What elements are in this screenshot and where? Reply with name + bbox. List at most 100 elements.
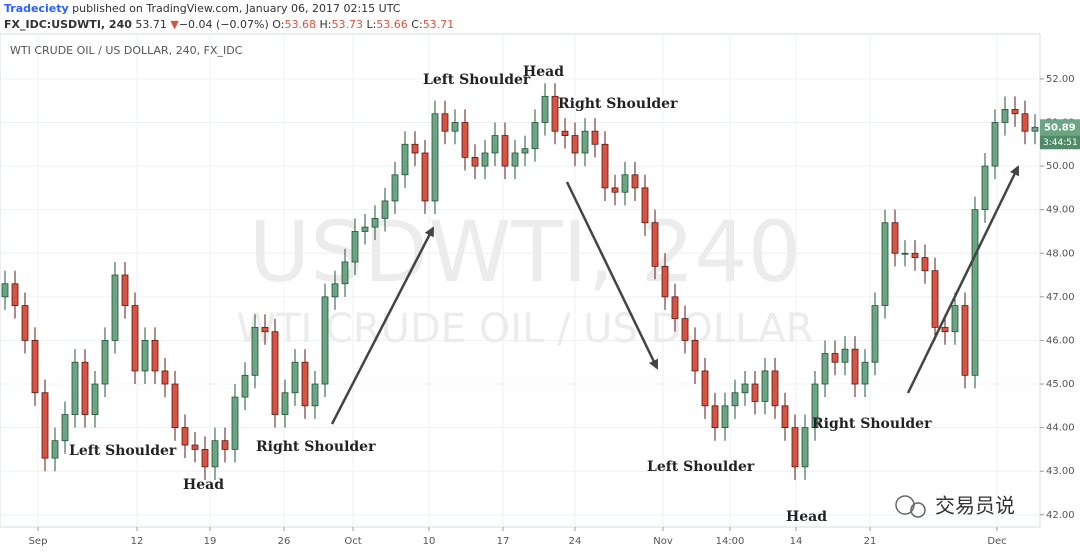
h-label: H: bbox=[319, 18, 331, 31]
x-tick-label: 14 bbox=[790, 536, 803, 547]
watermark: WTI CRUDE OIL / US DOLLAR bbox=[236, 306, 813, 352]
last-price-label: 50.89 bbox=[1044, 122, 1076, 133]
candle-body bbox=[21, 305, 29, 341]
candle-body bbox=[491, 135, 499, 154]
candle-body bbox=[441, 113, 449, 132]
candle-body bbox=[11, 283, 19, 306]
candle-body bbox=[351, 231, 359, 263]
chart-title: WTI CRUDE OIL / US DOLLAR, 240, FX_IDC bbox=[10, 44, 243, 57]
brand: 交易员说 bbox=[895, 494, 1015, 518]
candle-body bbox=[461, 122, 469, 158]
change: −0.04 (−0.07%) bbox=[179, 18, 269, 31]
candle-body bbox=[251, 326, 259, 376]
candle-body bbox=[991, 122, 999, 167]
candle-body bbox=[51, 440, 59, 459]
candle-body bbox=[851, 348, 859, 385]
h-value: 53.73 bbox=[331, 18, 363, 31]
candle-body bbox=[231, 396, 239, 450]
candle-body bbox=[151, 340, 159, 372]
candle-body bbox=[311, 383, 319, 407]
arrow bbox=[330, 226, 435, 425]
y-tick-label: 45.00 bbox=[1046, 379, 1075, 390]
countdown-label: 3:44:51 bbox=[1043, 138, 1078, 148]
candle-body bbox=[71, 361, 79, 415]
annotation: Right Shoulder bbox=[256, 439, 376, 455]
candle-body bbox=[61, 414, 69, 442]
candle-body bbox=[341, 261, 349, 285]
candle-body bbox=[421, 152, 429, 202]
candle-body bbox=[661, 265, 669, 298]
candle-body bbox=[201, 449, 209, 468]
candle-body bbox=[961, 305, 969, 376]
watermark: USDWTI, 240 bbox=[249, 203, 801, 301]
annotation: Head bbox=[183, 477, 224, 493]
annotation: Left Shoulder bbox=[647, 459, 755, 475]
annotation: Right Shoulder bbox=[558, 96, 678, 112]
published: published on TradingView.com, January 06… bbox=[72, 2, 401, 15]
arrow bbox=[906, 165, 1020, 394]
candle-body bbox=[981, 165, 989, 211]
candle-body bbox=[611, 187, 619, 193]
author: Tradeciety bbox=[4, 2, 69, 15]
y-tick-label: 44.00 bbox=[1046, 423, 1075, 434]
x-tick-label: 10 bbox=[423, 536, 436, 547]
o-value: 53.68 bbox=[284, 18, 316, 31]
candle-body bbox=[111, 274, 119, 341]
x-tick-label: 14:00 bbox=[716, 536, 745, 547]
x-tick-label: 17 bbox=[497, 536, 510, 547]
annotation: Head bbox=[523, 64, 564, 80]
candle-body bbox=[571, 135, 579, 154]
candle-body bbox=[941, 326, 949, 333]
candle-body bbox=[141, 340, 149, 372]
candle-body bbox=[671, 296, 679, 320]
annotation: Right Shoulder bbox=[812, 416, 932, 432]
o-label: O: bbox=[272, 18, 284, 31]
candle-body bbox=[331, 283, 339, 298]
c-value: 53.71 bbox=[423, 18, 455, 31]
candle-body bbox=[451, 122, 459, 132]
candle-body bbox=[581, 130, 589, 154]
candle-body bbox=[171, 383, 179, 429]
candle-body bbox=[431, 113, 439, 202]
annotation: Head bbox=[786, 509, 827, 525]
candle-body bbox=[1021, 113, 1029, 132]
candle-body bbox=[681, 318, 689, 341]
y-tick-label: 48.00 bbox=[1046, 248, 1075, 259]
candle-body bbox=[91, 383, 99, 415]
last: 53.71 bbox=[135, 18, 167, 31]
candle-body bbox=[891, 222, 899, 254]
candle-body bbox=[481, 152, 489, 167]
candle-body bbox=[561, 130, 569, 136]
header-line: Tradeciety published on TradingView.com,… bbox=[4, 2, 401, 15]
candle-body bbox=[921, 257, 929, 272]
c-label: C: bbox=[411, 18, 422, 31]
candle-body bbox=[931, 270, 939, 328]
x-tick-label: Sep bbox=[29, 536, 48, 547]
symbol: FX_IDC:USDWTI, 240 bbox=[4, 18, 132, 31]
candle-body bbox=[31, 340, 39, 394]
y-tick-label: 43.00 bbox=[1046, 466, 1075, 477]
candle-body bbox=[751, 383, 759, 402]
candle-body bbox=[471, 156, 479, 167]
annotation: Left Shoulder bbox=[69, 443, 177, 459]
candle-body bbox=[241, 374, 249, 398]
candle-body bbox=[791, 427, 799, 468]
candle-body bbox=[531, 122, 539, 150]
candle-body bbox=[161, 370, 169, 385]
candle-body bbox=[541, 95, 549, 123]
l-value: 53.66 bbox=[376, 18, 408, 31]
candle-body bbox=[511, 152, 519, 167]
candle-body bbox=[101, 340, 109, 385]
y-tick-label: 49.00 bbox=[1046, 205, 1075, 216]
candles bbox=[1, 83, 1039, 480]
candle-body bbox=[811, 383, 819, 429]
candle-body bbox=[281, 392, 289, 415]
candle-body bbox=[601, 143, 609, 189]
candle-body bbox=[411, 143, 419, 154]
arrow bbox=[565, 181, 659, 370]
candle-body bbox=[901, 252, 909, 255]
candle-body bbox=[631, 174, 639, 189]
x-tick-label: 12 bbox=[131, 536, 144, 547]
y-tick-label: 42.00 bbox=[1046, 510, 1075, 521]
y-tick-label: 52.00 bbox=[1046, 74, 1075, 85]
